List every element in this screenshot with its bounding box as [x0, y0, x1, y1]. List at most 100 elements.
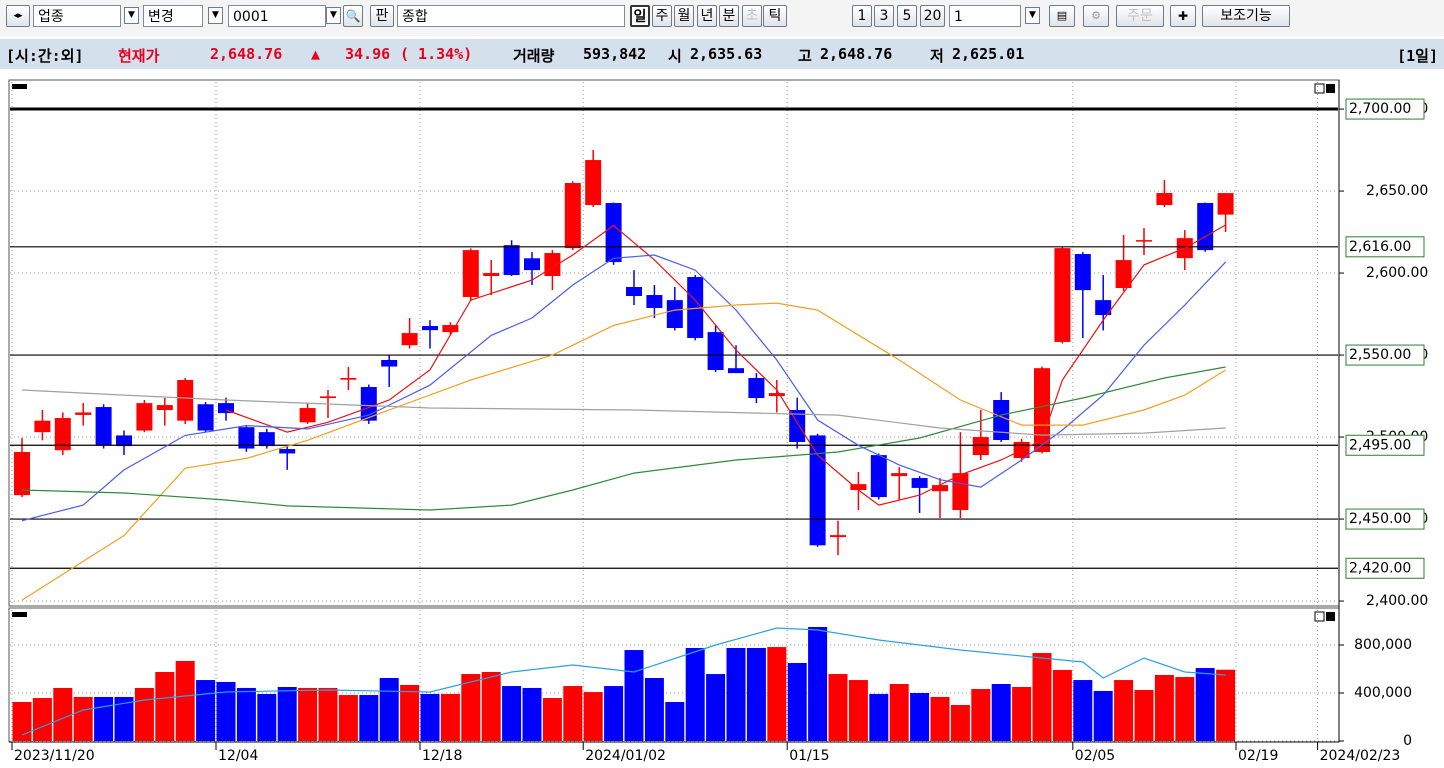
candle-body: [54, 418, 71, 451]
price-label: 현재가: [118, 47, 160, 65]
candle-body: [177, 379, 194, 421]
volume-bar: [318, 687, 338, 741]
y-tick-label: 2,400.00: [1366, 593, 1428, 609]
dropdown[interactable]: ▼: [326, 7, 341, 24]
period-button[interactable]: 틱: [763, 5, 787, 27]
candle-body: [891, 473, 908, 477]
volume-bar: [787, 663, 807, 741]
volume-bar: [216, 681, 236, 741]
candle-body: [1095, 300, 1112, 316]
volume-bar: [1073, 680, 1093, 741]
volume-bar: [644, 678, 664, 741]
candle-body: [932, 485, 948, 492]
period-button[interactable]: 20: [920, 5, 945, 27]
volume-bar: [869, 693, 889, 741]
candle-body: [748, 378, 765, 399]
volume-bar: [1195, 668, 1215, 741]
count-input[interactable]: 1: [949, 5, 1021, 27]
candle-body: [218, 403, 234, 414]
volume-bar: [910, 693, 930, 741]
period-button[interactable]: 분: [719, 5, 739, 27]
high: 2,648.76: [820, 45, 893, 63]
change-select[interactable]: 변경: [143, 5, 203, 27]
order-button[interactable]: 주문: [1116, 5, 1164, 27]
period-button[interactable]: 주: [652, 5, 672, 27]
panel-button: [1326, 84, 1335, 93]
period-button[interactable]: 년: [697, 5, 717, 27]
candle-body: [1136, 240, 1152, 242]
candle-body: [1054, 248, 1071, 342]
y-tick-label: 2,600.00: [1366, 265, 1428, 281]
icon-button[interactable]: ▤: [1049, 5, 1075, 27]
moving-average: [21, 254, 1227, 522]
volume-bar: [522, 687, 542, 741]
dropdown[interactable]: ▼: [1025, 7, 1040, 24]
aux-button[interactable]: 보조기능: [1202, 5, 1290, 27]
volume-bar: [1175, 677, 1195, 741]
panel-button: [1314, 611, 1325, 622]
y-tick-label: 800,000: [1354, 637, 1412, 653]
nav-arrows[interactable]: ◂▸: [6, 5, 30, 27]
candle-body: [320, 396, 336, 399]
candle-body: [524, 258, 540, 271]
volume-bar: [12, 702, 32, 741]
change: 34.96: [345, 45, 391, 63]
icon-button[interactable]: ✚: [1170, 5, 1196, 27]
candle-body: [666, 300, 683, 329]
candle-body: [360, 387, 377, 421]
volume-bar: [930, 696, 950, 741]
level-label: 2,450.00: [1349, 511, 1411, 527]
change-pct: ( 1.34%): [400, 45, 473, 63]
volume-bar: [481, 672, 501, 741]
period-button[interactable]: 월: [674, 5, 694, 27]
period-button[interactable]: 3: [874, 5, 894, 27]
volume-bar: [767, 647, 787, 741]
dropdown[interactable]: ▼: [124, 7, 139, 24]
candle-body: [646, 295, 663, 308]
volume-bar: [1114, 680, 1134, 741]
period-button[interactable]: 5: [897, 5, 917, 27]
candle-body: [1197, 203, 1214, 251]
low-label: 저: [930, 47, 944, 65]
y-tick-label: 2,500.00: [1366, 429, 1428, 445]
candle-body: [503, 245, 520, 276]
candle-body: [238, 427, 255, 449]
panel-handle: [12, 84, 27, 89]
code-input[interactable]: 0001: [228, 5, 326, 27]
level-box: [1345, 508, 1425, 530]
volume-bar: [726, 648, 746, 741]
volume-bar: [1154, 675, 1174, 741]
period-button[interactable]: 1: [852, 5, 872, 27]
candle-body: [422, 326, 438, 331]
volume-bar: [624, 650, 644, 741]
volume-bar: [889, 684, 909, 741]
icon-button[interactable]: ⚙: [1083, 5, 1109, 27]
market-select[interactable]: 업종: [33, 5, 121, 27]
price: 2,648.76: [210, 45, 283, 63]
candle-body: [544, 253, 561, 277]
open: 2,635.63: [690, 45, 763, 63]
volume-bar: [155, 672, 175, 741]
dropdown[interactable]: ▼: [208, 7, 223, 24]
period-button[interactable]: 초: [742, 5, 762, 27]
volume-bar: [94, 696, 114, 741]
volume-bar: [665, 702, 685, 741]
price-panel: [8, 79, 1340, 607]
pan-button[interactable]: 판: [370, 5, 394, 27]
moving-average: [21, 389, 1226, 436]
volume-bar: [257, 693, 277, 741]
toolbar: ◂▸ 업종 ▼ 변경 ▼ 0001 ▼ 🔍 판 종합 일 주 월 년 분 초 틱 1 3 5 20 …: [0, 0, 1444, 36]
period-button[interactable]: 일: [630, 5, 650, 27]
search-button[interactable]: 🔍: [343, 5, 363, 27]
volume-bar: [420, 693, 440, 741]
volume-bar: [236, 687, 256, 741]
candle-body: [483, 273, 500, 277]
x-tick-label: 01/15: [789, 748, 829, 764]
volume-bar: [706, 674, 726, 741]
candle-body: [993, 399, 1010, 441]
volume-bar: [277, 687, 297, 741]
volume: 593,842: [583, 45, 647, 63]
volume-bar: [604, 686, 624, 741]
volume-bar: [1216, 669, 1236, 741]
